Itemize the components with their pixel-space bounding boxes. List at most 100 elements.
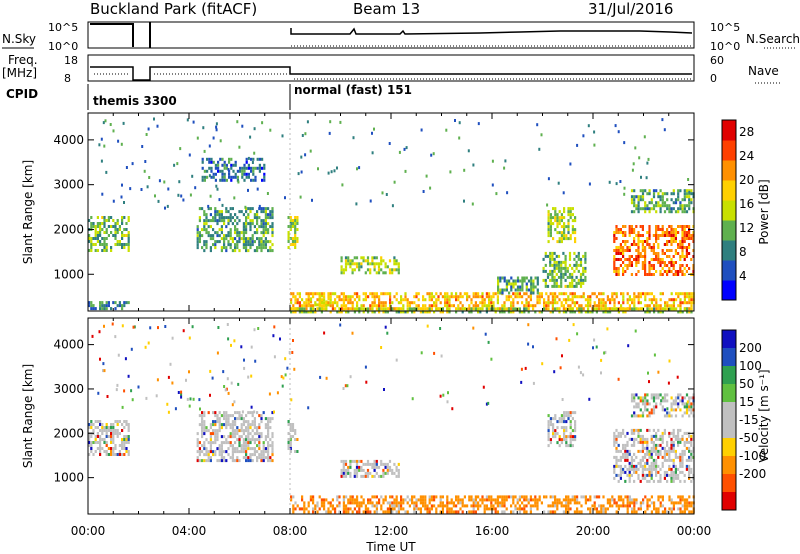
data-cell [604,510,607,514]
data-cell [637,270,640,273]
data-cell [356,292,359,296]
data-cell [99,243,102,246]
data-cell [236,438,239,442]
data-cell [690,198,693,202]
data-cell [593,504,596,508]
data-cell [116,228,119,231]
data-cell [663,264,666,267]
data-cell [393,462,396,466]
data-cell [389,501,392,505]
data-cell [536,295,539,299]
data-cell [479,307,482,311]
data-cell [371,304,374,308]
data-cell [677,495,680,499]
data-cell [331,504,334,508]
sparse-echo [433,351,436,355]
data-cell [415,507,418,511]
data-cell [481,298,484,302]
data-cell [677,476,680,480]
data-cell [470,307,473,311]
data-cell [249,432,252,436]
data-cell [663,449,666,453]
data-cell [214,243,217,247]
data-cell [624,270,627,273]
data-cell [534,285,537,289]
data-cell [677,198,680,202]
data-cell [558,240,561,244]
data-cell [615,464,618,468]
data-cell [532,498,535,502]
data-cell [613,443,616,447]
data-cell [258,441,261,445]
data-cell [681,204,684,208]
data-cell [247,249,250,253]
data-cell [679,304,682,308]
data-cell [209,459,212,463]
data-cell [622,298,625,302]
data-cell [630,195,634,199]
data-cell [652,204,656,208]
data-cell [472,292,475,296]
data-cell [630,225,633,228]
data-cell [271,231,274,235]
data-cell [681,292,684,296]
data-cell [320,310,323,314]
data-cell [216,417,219,421]
data-cell [575,281,578,285]
data-cell [247,444,250,448]
sparse-echo [178,180,181,184]
data-cell [613,301,616,305]
data-cell [312,495,315,499]
data-cell [90,304,93,308]
data-cell [674,228,677,231]
data-cell [606,298,609,302]
data-cell [661,399,664,403]
data-cell [527,310,530,314]
data-cell [587,295,590,299]
data-cell [659,479,662,483]
data-cell [613,270,616,273]
data-cell [375,459,378,463]
data-cell [455,495,458,499]
data-cell [264,240,267,244]
data-cell [210,169,213,173]
data-cell [123,438,126,441]
data-cell [565,225,568,229]
data-cell [536,298,539,302]
sparse-echo [243,366,246,370]
data-cell [107,301,110,305]
data-cell [553,275,556,279]
data-cell [433,295,436,299]
data-cell [534,310,537,314]
sparse-echo [101,192,104,196]
data-cell [325,307,328,311]
data-cell [552,207,555,211]
data-cell [234,432,237,436]
data-cell [690,458,693,462]
data-cell [205,213,208,217]
data-cell [287,225,290,228]
data-cell [534,276,537,280]
data-cell [340,292,343,296]
data-cell [567,444,570,448]
data-cell [553,260,556,264]
data-cell [391,268,394,272]
data-cell [626,440,629,444]
data-cell [262,240,265,244]
data-cell [384,262,387,266]
sparse-echo [617,377,620,381]
data-cell [249,423,252,427]
data-cell [655,464,658,468]
data-cell [644,461,647,465]
data-cell [652,479,655,483]
sparse-echo [209,194,212,198]
sparse-echo [686,400,689,404]
data-cell [123,246,126,249]
data-cell [223,163,226,167]
data-cell [198,216,201,220]
data-cell [249,237,252,241]
sparse-echo [247,188,249,192]
data-cell [666,479,669,483]
data-cell [579,257,583,261]
data-cell [615,446,618,450]
